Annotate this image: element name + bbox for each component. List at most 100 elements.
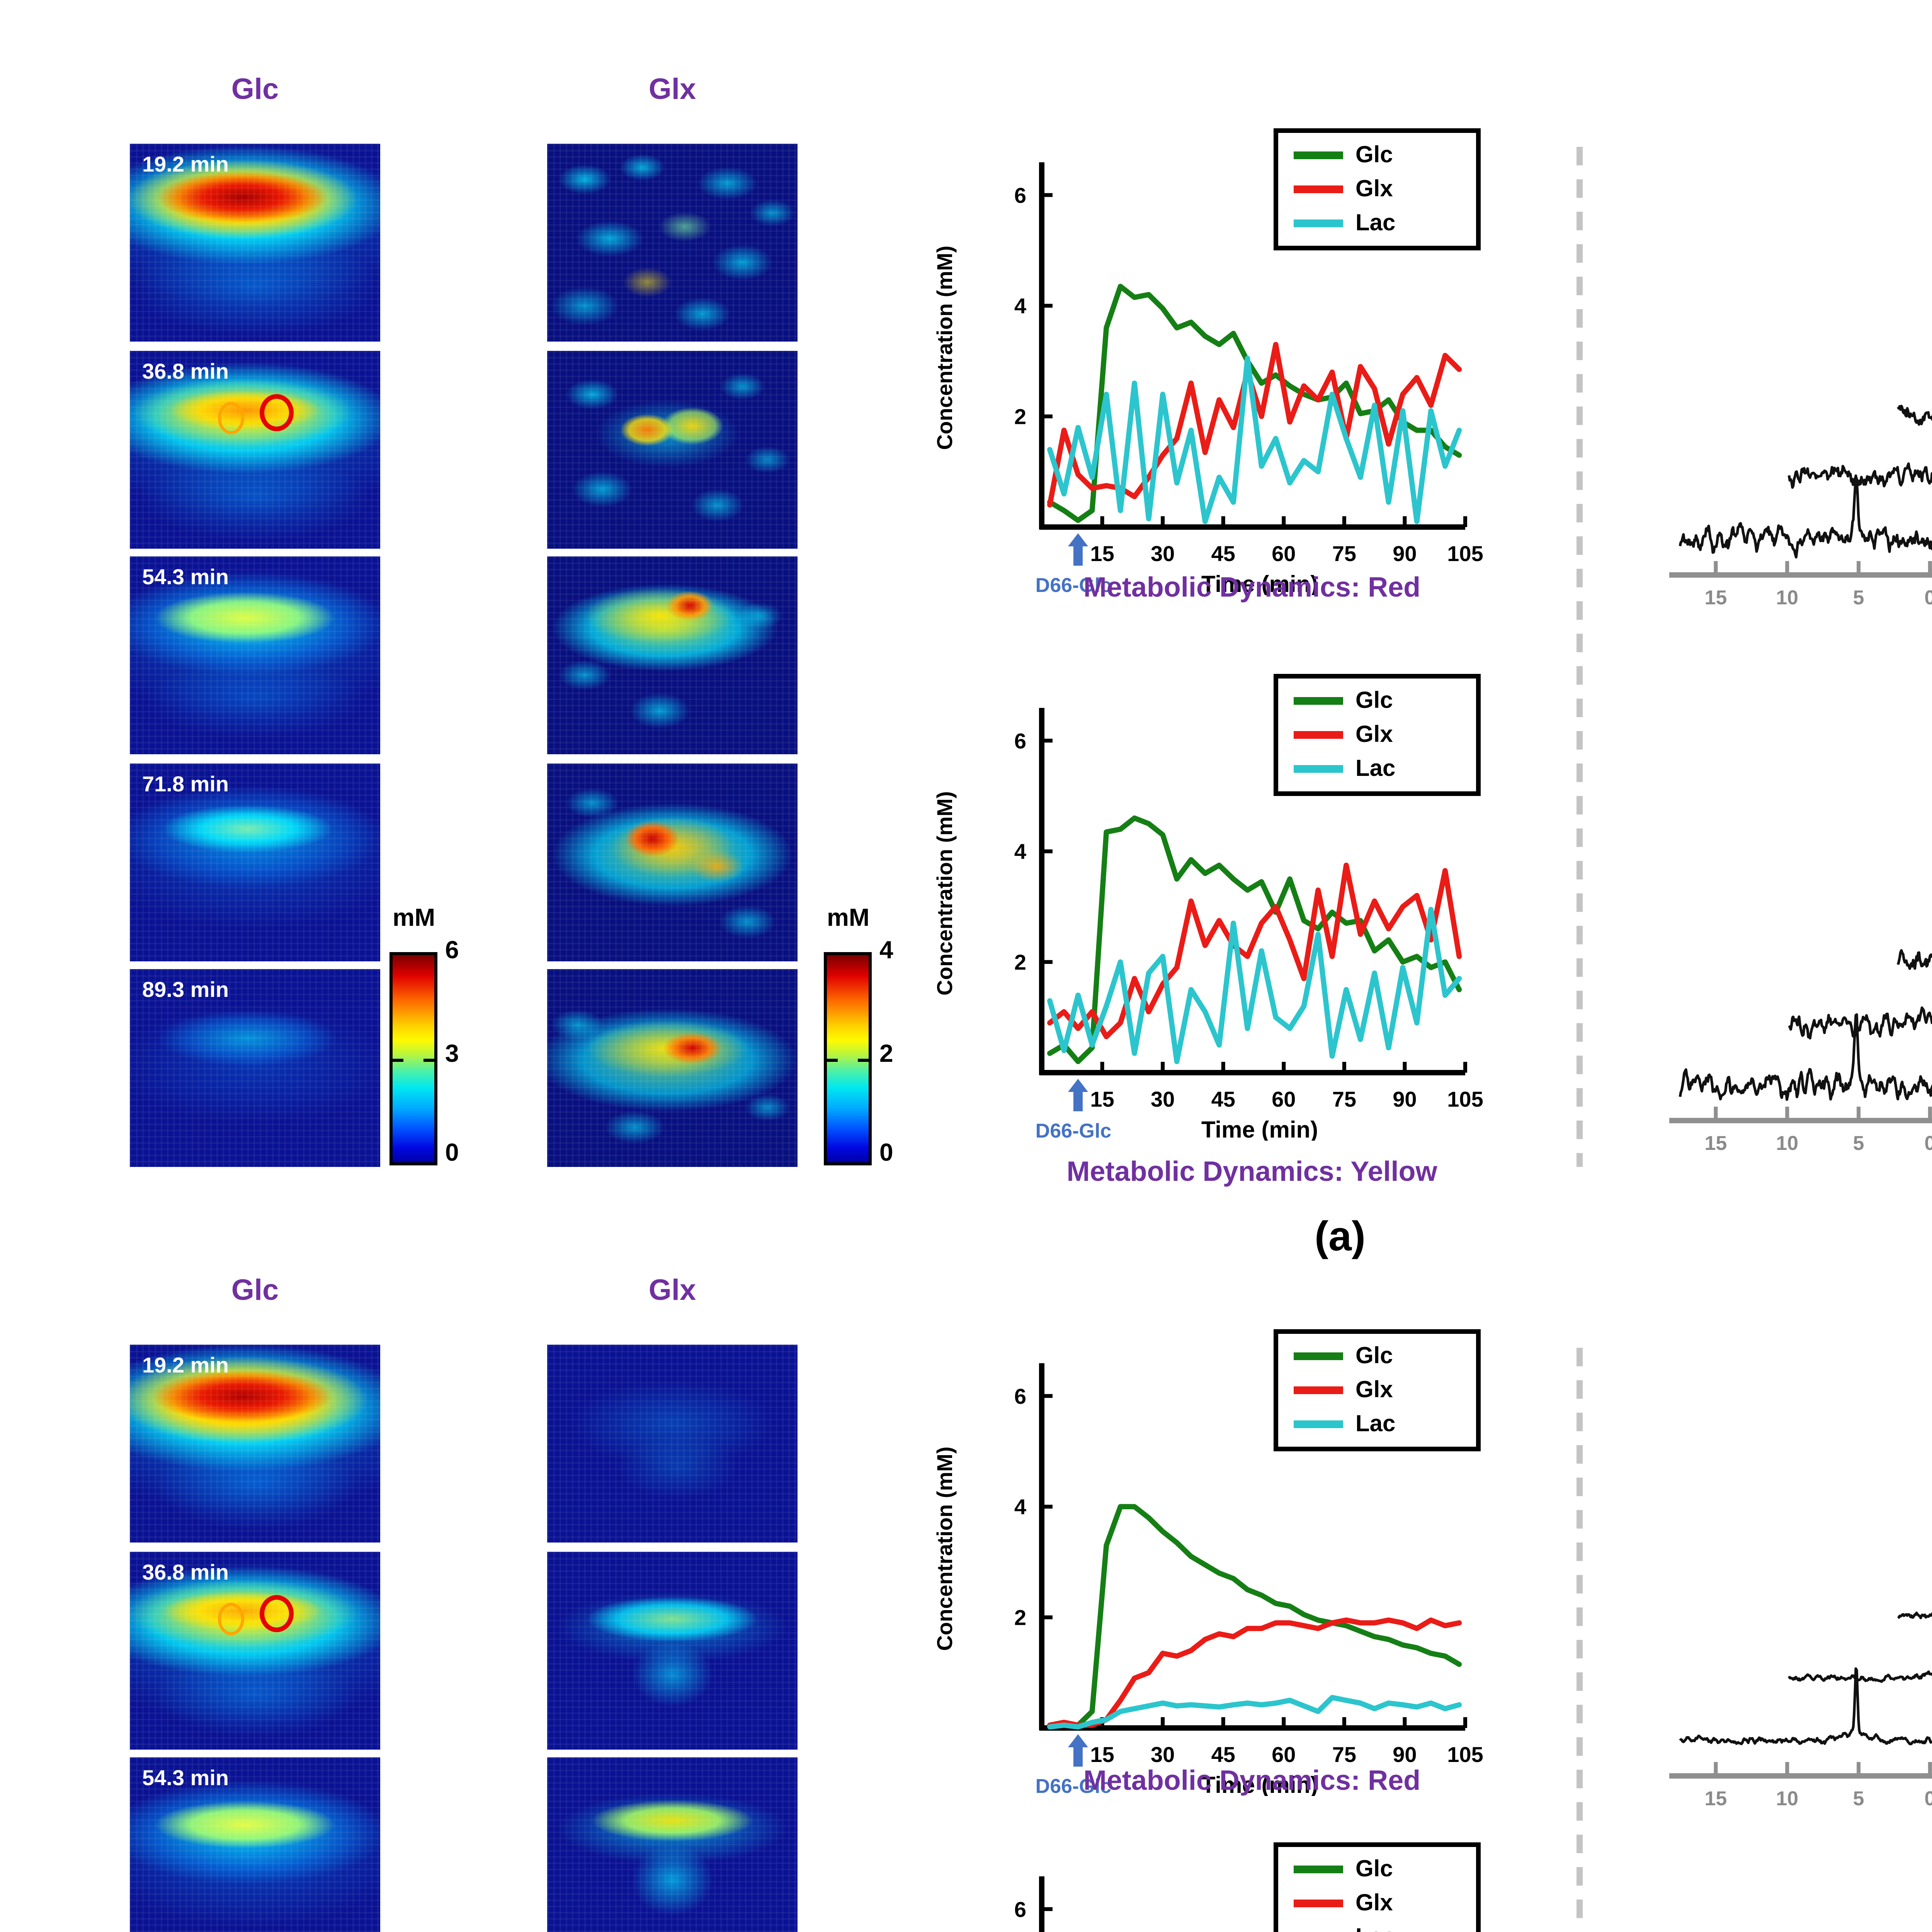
panel-a-glc-column-title: Glc: [231, 74, 279, 107]
legend-glx-label: Glx: [1355, 176, 1393, 202]
svg-text:Concentration (mM): Concentration (mM): [932, 1447, 957, 1651]
legend-lac-label: Lac: [1355, 210, 1396, 236]
colorbar-min-tick: 0: [879, 1141, 893, 1167]
svg-text:30: 30: [1151, 541, 1175, 566]
legend-glc-line: [1294, 1353, 1343, 1360]
legend-lac-line: [1294, 1421, 1343, 1428]
svg-text:Time (min): Time (min): [1201, 571, 1318, 595]
map-time-label: 36.8 min: [142, 359, 229, 383]
svg-text:105: 105: [1447, 541, 1483, 566]
legend-glc-label: Glc: [1355, 1856, 1393, 1883]
chart-legend: Glc Glx Lac: [1274, 128, 1481, 250]
colorbar-mid-tick: 2: [879, 1042, 893, 1068]
svg-text:D66-Glc: D66-Glc: [1036, 574, 1112, 595]
svg-text:15: 15: [1704, 1132, 1727, 1155]
legend-glc-line: [1294, 1866, 1343, 1873]
svg-text:15: 15: [1704, 587, 1727, 609]
heatmap-a-glx-t2: [547, 351, 798, 549]
legend-lac-line: [1294, 765, 1343, 772]
legend-glc-line: [1294, 152, 1343, 159]
roi-yellow-circle: [218, 402, 244, 434]
legend-lac-label: Lac: [1355, 1411, 1396, 1437]
map-time-label: 36.8 min: [142, 1560, 229, 1584]
heatmap-b-glx-t3: [547, 1757, 798, 1932]
heatmap-b-glc-t3: 54.3 min: [130, 1757, 380, 1932]
svg-text:60: 60: [1272, 541, 1296, 566]
svg-text:15: 15: [1090, 1742, 1114, 1767]
heatmap-a-glx-t1: [547, 144, 798, 342]
svg-text:90: 90: [1393, 1742, 1417, 1767]
roi-red-circle: [260, 1595, 294, 1632]
heatmap-a-glx-t5: [547, 969, 798, 1167]
spectra-plot: 151050-5PPM: [1669, 405, 1932, 609]
colorbar-max-tick: 6: [445, 938, 459, 964]
spectra-a-red: 151050-5PPM 8.8 min 36.8 min 54.3 min 71…: [1638, 62, 1932, 634]
svg-text:60: 60: [1272, 1742, 1296, 1767]
spectra-plot: 151050-5PPM: [1638, 1808, 1932, 1932]
svg-text:60: 60: [1272, 1087, 1296, 1111]
svg-text:6: 6: [1014, 1897, 1026, 1922]
legend-glx-line: [1294, 186, 1343, 193]
svg-text:10: 10: [1776, 587, 1798, 609]
legend-glc-label: Glc: [1355, 142, 1393, 168]
svg-text:4: 4: [1014, 839, 1026, 864]
panel-a-glx-column-title: Glx: [648, 74, 696, 107]
colorbar-unit-label: mM: [827, 906, 870, 932]
chart-title-b-red: Metabolic Dynamics: Red: [1083, 1765, 1421, 1796]
svg-text:30: 30: [1151, 1087, 1175, 1111]
legend-lac-line: [1294, 220, 1343, 227]
spectra-plot: 151050-5PPM: [1669, 949, 1932, 1155]
svg-text:0: 0: [1924, 1132, 1932, 1155]
map-time-label: 89.3 min: [142, 977, 229, 1002]
svg-text:30: 30: [1151, 1742, 1175, 1767]
svg-text:5: 5: [1853, 1787, 1864, 1810]
heatmap-a-glx-t3: [547, 556, 798, 754]
svg-text:10: 10: [1776, 1132, 1798, 1155]
legend-glx-label: Glx: [1355, 1890, 1393, 1917]
chart-legend: Glc Glx Lac: [1274, 1329, 1481, 1451]
map-time-label: 54.3 min: [142, 1765, 229, 1790]
heatmap-a-glc-t1: 19.2 min: [130, 144, 380, 342]
svg-text:45: 45: [1211, 1742, 1235, 1767]
svg-text:10: 10: [1776, 1787, 1798, 1810]
roi-yellow-circle: [218, 1603, 244, 1635]
svg-text:75: 75: [1332, 541, 1356, 566]
chart-title-a-red: Metabolic Dynamics: Red: [1083, 572, 1421, 603]
chart-legend: Glc Glx Lac: [1274, 1842, 1481, 1932]
heatmap-a-glc-t2: 36.8 min: [130, 351, 380, 549]
legend-glc-line: [1294, 697, 1343, 704]
heatmap-b-glc-t2: 36.8 min: [130, 1552, 380, 1750]
spectra-a-yellow: 151050-5PPM 8.8 min 36.8 min 54.3 min 71…: [1638, 607, 1932, 1179]
spectra-title-a-yellow: Chemical Shift: Yellow: [1785, 1165, 1932, 1198]
map-time-label: 19.2 min: [142, 151, 229, 176]
svg-text:D66-Glc: D66-Glc: [1036, 1120, 1112, 1141]
heatmap-a-glc-t4: 71.8 min: [130, 764, 380, 961]
svg-text:15: 15: [1090, 1087, 1114, 1111]
roi-red-circle: [260, 394, 294, 431]
svg-text:15: 15: [1090, 541, 1114, 566]
svg-text:6: 6: [1014, 1384, 1026, 1408]
map-time-label: 54.3 min: [142, 564, 229, 589]
chart-metabolic-a-yellow: 15 30 45 60 75 90 105 2 4 6 Time (min) Concentratio…: [927, 662, 1484, 1143]
svg-text:2: 2: [1014, 405, 1026, 429]
colorbar-mid-tick: 3: [445, 1042, 459, 1068]
svg-text:105: 105: [1447, 1742, 1483, 1767]
legend-glc-label: Glc: [1355, 688, 1393, 714]
colorbar-max-tick: 4: [879, 938, 893, 964]
svg-text:90: 90: [1393, 541, 1417, 566]
svg-text:0: 0: [1924, 1787, 1932, 1810]
svg-text:105: 105: [1447, 1087, 1483, 1111]
panel-b-divider: [1577, 1348, 1582, 1932]
spectra-b-red: 151050-5PPM 8.8 min 36.8 min 54.3 min 71…: [1638, 1263, 1932, 1835]
colorbar-min-tick: 0: [445, 1141, 459, 1167]
svg-text:5: 5: [1853, 1132, 1864, 1155]
legend-glx-line: [1294, 731, 1343, 738]
svg-text:4: 4: [1014, 294, 1026, 318]
spectra-plot: 151050-5PPM: [1669, 1611, 1932, 1810]
svg-text:D66-Glc: D66-Glc: [1036, 1775, 1112, 1796]
legend-lac-label: Lac: [1355, 1924, 1395, 1932]
